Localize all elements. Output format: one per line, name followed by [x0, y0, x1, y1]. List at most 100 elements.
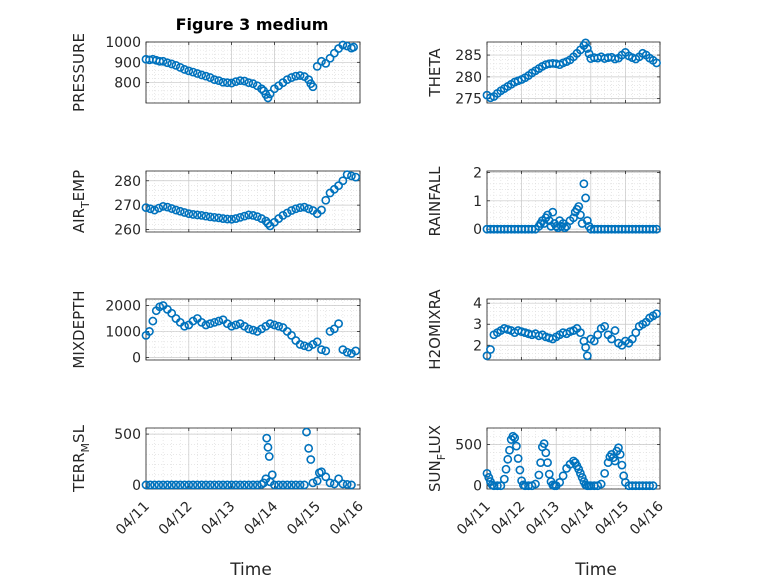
data-point — [576, 210, 585, 220]
data-point — [607, 334, 616, 344]
data-point — [579, 179, 589, 189]
data-point — [231, 320, 241, 330]
data-point — [210, 480, 219, 490]
data-point — [231, 480, 241, 490]
y-tick-label: 500 — [455, 437, 482, 453]
data-point — [222, 214, 232, 224]
data-point — [321, 195, 331, 205]
data-point — [269, 480, 279, 490]
data-point — [539, 439, 549, 449]
panel-h2omixra: 2 3 4 H2OMIXRA — [426, 289, 661, 370]
data-point — [312, 337, 322, 347]
y-axis-label: TERRMSL — [70, 424, 92, 493]
data-point — [541, 448, 551, 458]
data-point — [482, 468, 492, 478]
data-point — [171, 480, 181, 490]
y-tick-label: 2000 — [105, 298, 141, 314]
data-point — [581, 342, 591, 352]
data-point — [299, 202, 309, 212]
x-tick-label: 04/15 — [284, 499, 324, 539]
data-point — [295, 203, 305, 212]
data-point — [162, 202, 172, 212]
data-point — [295, 480, 305, 490]
data-point — [205, 73, 215, 82]
figure-title: Figure 3 medium — [176, 15, 329, 34]
data-point — [338, 176, 348, 186]
data-point — [240, 480, 249, 490]
data-point — [222, 78, 232, 88]
data-point — [334, 181, 343, 191]
data-point — [531, 479, 540, 489]
y-tick-label: 2 — [473, 338, 482, 354]
data-point — [201, 71, 211, 81]
panel-air-temp: 260 270 280 AIRTEMP — [70, 170, 361, 239]
data-point — [295, 340, 305, 349]
data-point — [180, 65, 189, 74]
data-point — [278, 211, 288, 220]
data-point — [192, 210, 202, 220]
data-point — [145, 480, 155, 490]
data-point — [214, 316, 224, 326]
data-point — [334, 319, 343, 329]
data-point — [308, 478, 318, 488]
y-tick-label: 1 — [473, 194, 482, 210]
data-point — [267, 470, 277, 480]
data-point — [534, 470, 544, 480]
x-tick-label: 04/11 — [113, 499, 153, 539]
y-tick-label: 1000 — [105, 324, 141, 340]
data-point — [342, 170, 352, 180]
series-sun-flux — [482, 431, 658, 491]
data-point — [244, 324, 254, 334]
data-point — [188, 67, 198, 77]
data-point — [231, 214, 241, 223]
x-tick-label: 04/14 — [241, 498, 281, 538]
data-point — [141, 480, 151, 490]
series-terr-msl — [141, 427, 356, 490]
data-point — [261, 216, 271, 226]
data-point — [278, 480, 288, 490]
data-point — [648, 224, 658, 234]
data-point — [218, 77, 228, 87]
data-point — [227, 78, 236, 88]
data-point — [248, 211, 258, 220]
data-point — [184, 66, 194, 76]
data-point — [496, 481, 506, 491]
data-point — [282, 480, 292, 490]
data-point — [162, 58, 172, 68]
major-grid — [145, 171, 361, 232]
data-point — [652, 224, 661, 234]
data-point — [235, 76, 245, 86]
data-point — [167, 480, 177, 490]
data-point — [257, 214, 266, 223]
panel-theta: 275 280 285 THETA — [426, 38, 661, 108]
series-mixdepth — [141, 301, 361, 358]
panel-terr-msl: 0 500 04/11 04/12 04/13 04/14 04/15 04/16 TERRMS… — [70, 424, 367, 538]
axes-frame — [486, 41, 661, 104]
data-point — [543, 458, 552, 468]
axes-frame — [145, 170, 361, 233]
data-point — [321, 58, 331, 68]
data-point — [188, 210, 198, 219]
data-point — [577, 473, 587, 482]
data-point — [617, 460, 627, 470]
axes-frame — [486, 298, 661, 361]
data-point — [325, 478, 335, 488]
data-point — [154, 480, 164, 490]
data-point — [248, 480, 258, 490]
data-point — [512, 441, 521, 451]
y-tick-label: 500 — [114, 427, 141, 443]
data-point — [244, 480, 254, 490]
data-point — [263, 442, 273, 452]
data-point — [264, 452, 274, 461]
panel-pressure: 800 900 1000 PRESSURE — [70, 33, 361, 112]
data-point — [574, 202, 584, 211]
data-point — [338, 479, 348, 489]
x-tick-label: 04/14 — [558, 498, 598, 538]
data-point — [342, 480, 352, 489]
data-point — [227, 321, 236, 331]
data-point — [508, 431, 518, 441]
x-tick-label: 04/13 — [523, 499, 563, 539]
x-tick-label: 04/11 — [454, 499, 494, 539]
x-tick-label: 04/13 — [199, 499, 239, 539]
